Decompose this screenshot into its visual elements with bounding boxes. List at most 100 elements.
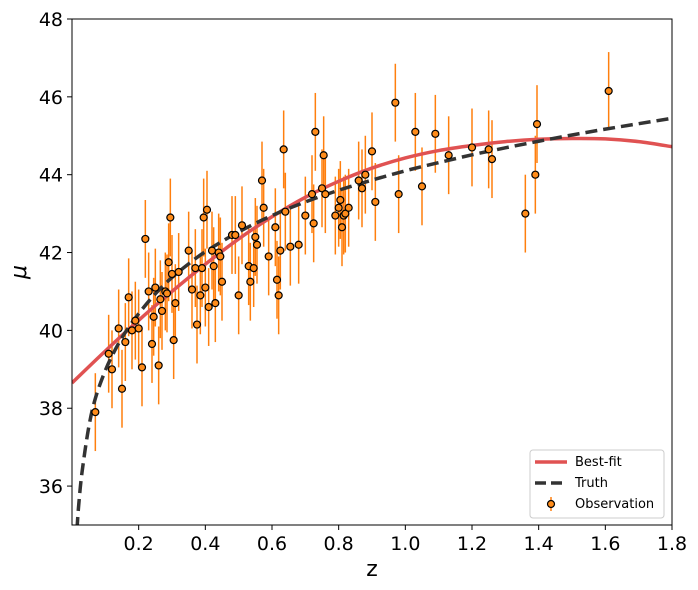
observation-point (286, 242, 295, 251)
y-tick-label: 40 (39, 320, 63, 342)
observation-point (336, 195, 345, 205)
observation-point (149, 312, 158, 321)
observation-point (164, 258, 173, 267)
x-axis: 0.2 0.4 0.6 0.8 1.0 1.2 1.4 1.6 1.8 (124, 525, 687, 555)
observation-point (171, 299, 180, 308)
observation-point (431, 129, 440, 138)
x-tick-label: 0.4 (190, 533, 220, 555)
observation-point (192, 320, 202, 329)
observation-point (264, 252, 273, 261)
observation-point (144, 287, 153, 296)
observation-point (257, 176, 267, 185)
observation-point (156, 295, 165, 304)
observation-point (279, 145, 288, 154)
observation-point (487, 155, 497, 164)
x-tick-label: 1.8 (657, 533, 687, 555)
observation-point (114, 324, 123, 333)
observation-point (249, 264, 258, 273)
observation-point (107, 365, 117, 374)
observation-point (371, 197, 380, 207)
observation-point (321, 190, 330, 199)
observation-point (531, 170, 540, 179)
observation-point (166, 213, 175, 222)
observation-point (467, 143, 477, 152)
observation-point (604, 86, 613, 96)
observation-point (246, 277, 255, 286)
y-tick-label: 48 (39, 9, 63, 31)
observation-point (357, 184, 367, 193)
observation-point (309, 219, 318, 228)
observation-point (274, 291, 283, 300)
x-tick-label: 1.6 (590, 533, 620, 555)
observation-point (191, 264, 200, 273)
observation-point (154, 361, 163, 370)
x-tick-label: 0.8 (324, 533, 354, 555)
observation-point (237, 221, 247, 230)
observation-point (141, 234, 150, 244)
observation-point (367, 147, 377, 156)
observation-point (147, 339, 157, 349)
observation-point (281, 207, 290, 216)
observation-point (391, 98, 400, 107)
y-axis: 36 38 40 42 44 46 48 (39, 9, 72, 498)
legend-frame (529, 449, 665, 519)
observation-point (169, 336, 178, 345)
observation-point (334, 203, 343, 212)
observation-point (294, 240, 303, 249)
observation-point (196, 291, 205, 300)
observation-point (121, 337, 130, 347)
plot-frame (71, 18, 673, 526)
y-tick-label: 42 (39, 243, 63, 265)
observation-point (91, 408, 100, 417)
plot-data (72, 52, 672, 525)
observation-point (217, 277, 227, 286)
observation-point (209, 262, 218, 271)
observation-point (187, 285, 197, 294)
observation-point (344, 203, 353, 212)
observation-point (394, 190, 403, 199)
observation-point (231, 230, 240, 240)
observation-point (202, 205, 212, 214)
observation-point (234, 291, 243, 300)
observation-point (137, 363, 147, 372)
observation-point (311, 127, 320, 136)
legend-observation-marker (546, 499, 556, 509)
observation-point (252, 240, 262, 249)
x-axis-label: z (366, 557, 378, 582)
observation-point (484, 145, 493, 154)
observation-point (307, 190, 317, 199)
best-fit-line (72, 136, 672, 385)
observation-point (127, 326, 137, 335)
observation-point (117, 384, 127, 393)
y-axis-label: μ (7, 265, 32, 280)
observation-point (521, 209, 530, 218)
x-tick-label: 0.2 (124, 533, 154, 555)
observation-point (184, 246, 193, 255)
observation-point (174, 267, 183, 277)
observation-point (271, 223, 280, 232)
observation-point (207, 246, 217, 255)
legend-best-fit-label: Best-fit (575, 455, 622, 470)
legend-observation-label: Observation (575, 497, 654, 512)
x-tick-label: 1.4 (524, 533, 554, 555)
observation-point (319, 151, 328, 160)
observation-point (276, 246, 285, 255)
x-tick-label: 1.0 (390, 533, 420, 555)
observation-point (204, 302, 213, 312)
y-tick-label: 36 (39, 476, 63, 498)
observation-point (411, 127, 420, 136)
y-tick-label: 46 (39, 87, 63, 109)
observation-point (444, 151, 453, 160)
observation-point (104, 349, 113, 358)
observation-point (199, 213, 208, 222)
observation-point (167, 269, 177, 279)
observation-point (157, 306, 167, 316)
x-tick-label: 0.6 (257, 533, 287, 555)
observation-point (131, 316, 140, 325)
observation-point (211, 299, 220, 308)
observation-point (417, 182, 427, 191)
observation-point (216, 252, 225, 261)
observation-point (162, 289, 172, 298)
observation-point (361, 170, 370, 179)
